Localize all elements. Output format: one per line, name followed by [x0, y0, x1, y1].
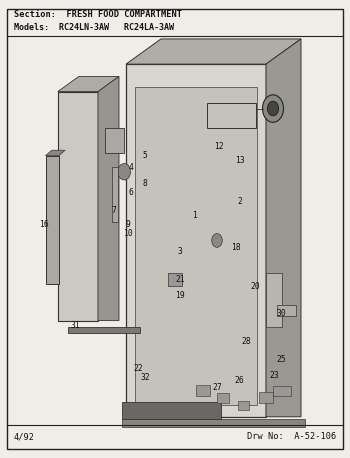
Bar: [206, 103, 256, 128]
Text: 16: 16: [39, 220, 49, 229]
Bar: [266, 273, 282, 327]
Text: 13: 13: [235, 156, 245, 165]
Text: 22: 22: [133, 364, 143, 373]
Text: 19: 19: [175, 291, 185, 300]
Bar: [135, 87, 257, 405]
Text: 32: 32: [140, 373, 150, 382]
Text: 5: 5: [143, 151, 148, 160]
Bar: [105, 128, 124, 153]
Circle shape: [212, 234, 222, 247]
Text: 20: 20: [251, 282, 260, 291]
Text: 4/92: 4/92: [14, 432, 35, 442]
Text: 4: 4: [129, 163, 134, 172]
Polygon shape: [98, 76, 119, 321]
Bar: [122, 419, 304, 427]
Text: Models:  RC24LN-3AW   RC24LA-3AW: Models: RC24LN-3AW RC24LA-3AW: [14, 23, 174, 32]
Text: 18: 18: [231, 243, 241, 252]
Circle shape: [267, 101, 279, 116]
Text: 27: 27: [212, 382, 222, 392]
Bar: [168, 273, 182, 286]
Circle shape: [118, 164, 131, 180]
Text: 10: 10: [123, 229, 133, 238]
Text: 21: 21: [175, 275, 185, 284]
Text: 30: 30: [277, 309, 287, 318]
Bar: [196, 385, 210, 396]
Bar: [122, 402, 220, 419]
Bar: [217, 393, 229, 403]
Text: 9: 9: [125, 220, 130, 229]
Text: 8: 8: [143, 179, 148, 188]
Text: Section:  FRESH FOOD COMPARTMENT: Section: FRESH FOOD COMPARTMENT: [14, 10, 182, 19]
Circle shape: [262, 95, 284, 122]
Bar: [58, 92, 98, 321]
Bar: [46, 156, 59, 284]
Text: 3: 3: [178, 247, 183, 256]
Bar: [68, 327, 140, 333]
Polygon shape: [126, 39, 301, 64]
Bar: [238, 401, 248, 410]
Bar: [276, 305, 296, 316]
Bar: [126, 64, 266, 417]
Text: 2: 2: [237, 197, 242, 206]
Bar: [112, 167, 118, 222]
Bar: [273, 386, 290, 396]
Text: 12: 12: [214, 142, 224, 151]
Text: 26: 26: [235, 376, 245, 385]
Text: 28: 28: [242, 337, 252, 346]
Polygon shape: [58, 76, 119, 92]
Text: 7: 7: [111, 206, 116, 215]
Text: 1: 1: [192, 211, 197, 220]
Text: 23: 23: [270, 371, 280, 380]
Polygon shape: [266, 39, 301, 417]
Text: Drw No:  A-52-106: Drw No: A-52-106: [247, 432, 336, 442]
Text: 6: 6: [129, 188, 134, 197]
Bar: [259, 392, 273, 403]
Text: 31: 31: [70, 321, 80, 330]
Text: 25: 25: [277, 355, 287, 364]
Polygon shape: [46, 150, 65, 156]
